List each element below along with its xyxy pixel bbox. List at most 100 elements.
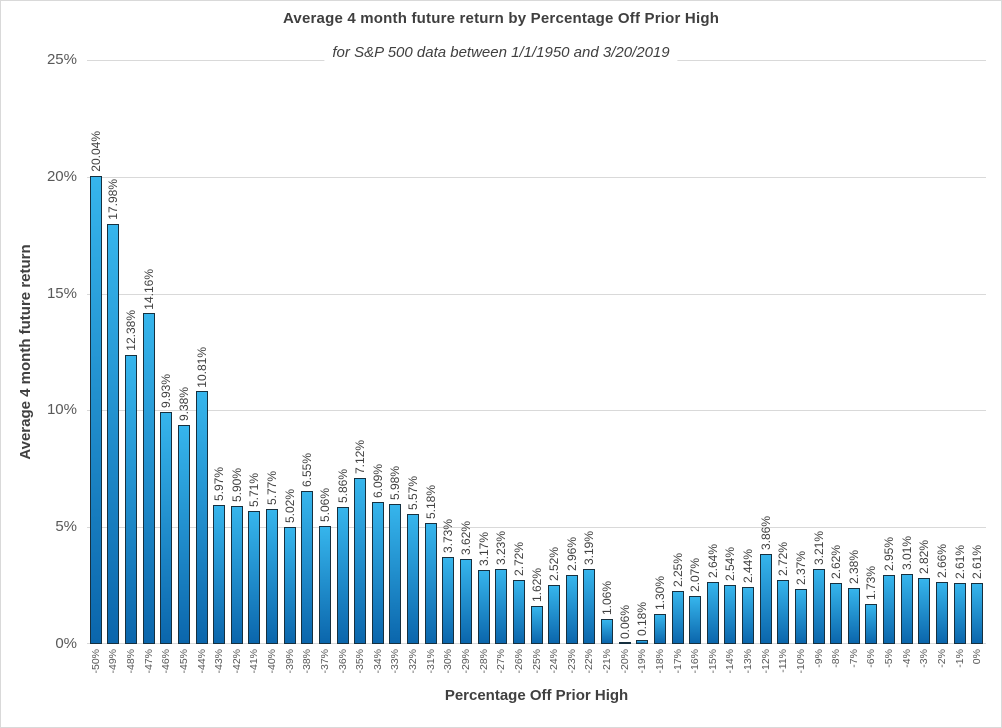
x-tick-label: -47%: [142, 649, 155, 674]
bar-value-label: 2.95%: [882, 537, 897, 572]
bar: [495, 568, 508, 644]
x-tick-label: -41%: [248, 649, 261, 674]
bar: [689, 595, 702, 644]
x-tick-label: -45%: [177, 649, 190, 674]
y-tick-label: 15%: [46, 284, 77, 302]
bar-value-label: 14.16%: [141, 268, 156, 310]
bar-value-label: 3.01%: [899, 535, 914, 570]
bar: [583, 569, 596, 644]
x-tick-label: -14%: [724, 649, 737, 674]
bar-value-label: 17.98%: [106, 179, 121, 220]
bar: [389, 504, 402, 644]
bar-value-label: 2.37%: [793, 550, 808, 585]
bar: [918, 578, 931, 644]
bar-value-label: 3.19%: [582, 531, 597, 566]
gridline: [87, 527, 986, 529]
bar-value-label: 2.52%: [547, 547, 562, 582]
x-tick-label: -50%: [89, 649, 102, 674]
bar: [89, 175, 102, 644]
bar-value-label: 3.17%: [476, 531, 491, 566]
x-tick-label: -4%: [900, 649, 913, 668]
bar-value-label: 5.90%: [229, 468, 244, 503]
bar: [548, 585, 561, 644]
y-tick-label: 20%: [46, 167, 77, 185]
bar-value-label: 2.96%: [564, 536, 579, 571]
x-tick-label: -1%: [953, 649, 966, 668]
bar-value-label: 10.81%: [194, 346, 209, 388]
x-tick-label: -42%: [230, 649, 243, 674]
x-tick-label: -25%: [530, 649, 543, 674]
bar: [424, 523, 437, 644]
bar: [177, 424, 190, 644]
bar: [195, 391, 208, 644]
x-tick-label: -28%: [477, 649, 490, 674]
bar-value-label: 2.07%: [688, 557, 703, 592]
x-tick-label: -17%: [671, 649, 684, 674]
bar-value-label: 2.61%: [970, 545, 985, 580]
x-tick-label: -2%: [935, 649, 948, 668]
bar-value-label: 9.38%: [176, 386, 191, 421]
bar: [407, 513, 420, 644]
bar-value-label: 2.82%: [917, 540, 932, 575]
y-axis-title: Average 4 month future return: [17, 244, 34, 460]
bar-value-label: 2.38%: [846, 550, 861, 585]
x-tick-label: -24%: [548, 649, 561, 674]
bar: [742, 587, 755, 644]
bar-value-label: 3.62%: [458, 521, 473, 556]
bar-value-label: 5.97%: [212, 466, 227, 501]
bar: [230, 506, 243, 644]
bar: [830, 582, 843, 644]
bar: [283, 526, 296, 644]
bar: [354, 477, 367, 644]
x-tick-label: -8%: [830, 649, 843, 668]
x-tick-label: -11%: [777, 649, 790, 673]
x-tick-label: -37%: [318, 649, 331, 674]
y-tick-label: 5%: [55, 518, 77, 536]
x-tick-label: -36%: [336, 649, 349, 674]
x-tick-label: -22%: [583, 649, 596, 674]
x-axis-title: Percentage Off Prior High: [444, 687, 629, 704]
bar: [601, 619, 613, 644]
bar-value-label: 1.62%: [529, 568, 544, 603]
bar: [618, 642, 631, 644]
bar: [671, 591, 684, 644]
bar: [318, 525, 331, 644]
bar-value-label: 2.66%: [934, 543, 949, 578]
bar: [935, 581, 948, 644]
gridline: [87, 293, 986, 295]
x-tick-label: -13%: [742, 649, 755, 674]
bar: [777, 580, 790, 644]
bar-value-label: 2.25%: [670, 553, 685, 588]
bar: [653, 613, 666, 644]
bar-value-label: 1.30%: [652, 575, 667, 610]
x-tick-label: -9%: [812, 649, 825, 668]
x-tick-label: -26%: [512, 649, 525, 674]
bar: [248, 510, 261, 644]
bar-value-label: 5.02%: [282, 488, 297, 523]
x-tick-label: -16%: [689, 649, 702, 674]
bar: [301, 491, 314, 644]
bar: [847, 588, 860, 644]
x-tick-label: -31%: [424, 649, 437, 674]
bar-value-label: 3.23%: [494, 530, 509, 565]
bar-value-label: 2.54%: [723, 546, 738, 581]
bar-value-label: 20.04%: [88, 131, 103, 172]
x-tick-label: -32%: [407, 649, 420, 674]
bar: [125, 354, 138, 644]
bar: [530, 606, 543, 644]
x-tick-label: -40%: [266, 649, 279, 674]
bar: [812, 569, 825, 644]
bar: [971, 583, 984, 644]
y-tick-label: 25%: [46, 51, 77, 68]
bar: [565, 574, 578, 644]
x-tick-label: -12%: [759, 649, 772, 674]
x-tick-label: -10%: [794, 649, 807, 674]
bar: [213, 504, 226, 644]
x-tick-label: -21%: [601, 649, 613, 674]
bar: [883, 575, 896, 644]
bar: [706, 582, 719, 644]
bar-value-label: 5.86%: [335, 469, 350, 504]
bar-value-label: 12.38%: [124, 310, 139, 351]
bar-value-label: 5.71%: [247, 472, 262, 507]
x-tick-label: -44%: [195, 649, 208, 674]
